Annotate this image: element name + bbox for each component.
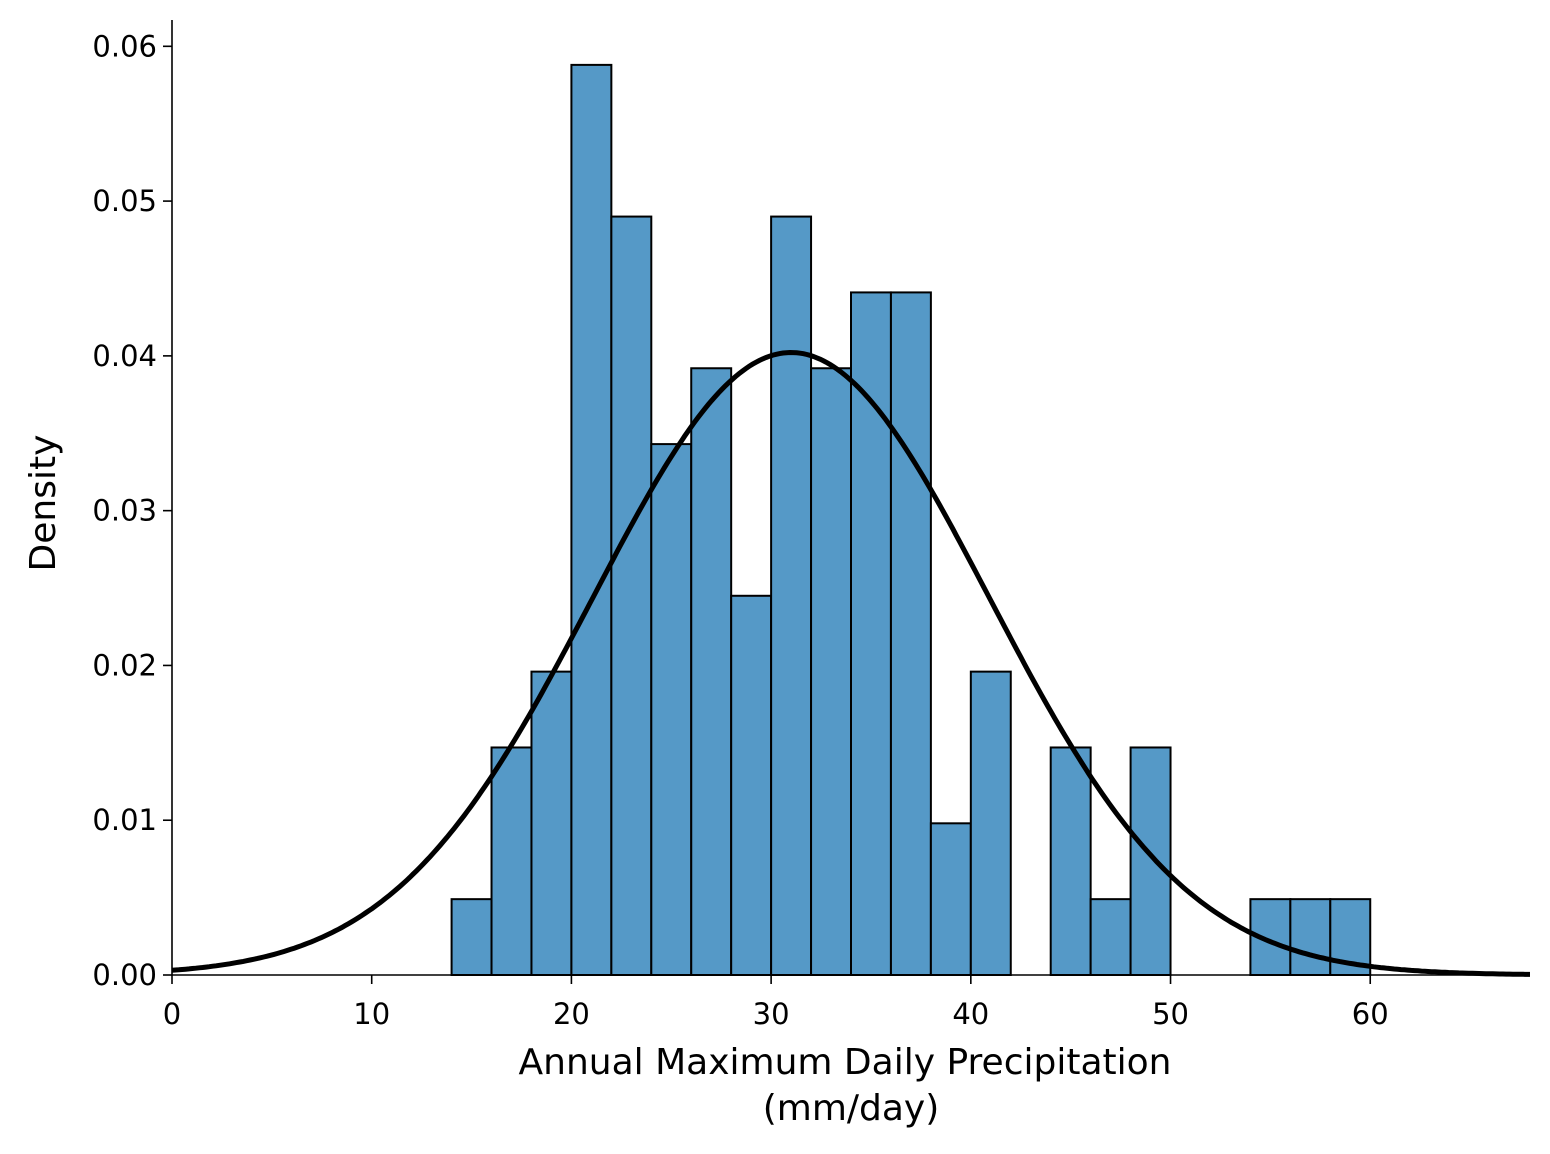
histogram-bar [850,291,892,976]
x-tick-label: 10 [353,997,390,1031]
y-axis-label: Density [23,435,64,572]
y-tick-label: 0.06 [92,29,157,63]
histogram-bar [1049,746,1092,976]
x-tick-label: 60 [1352,997,1389,1031]
histogram-bar [570,63,613,977]
x-axis-label-line2: (mm/day) [763,1088,940,1129]
histogram-bar [530,670,573,976]
histogram-bar [1129,746,1172,976]
histogram-bar [610,215,653,976]
y-tick-label: 0.00 [92,958,157,992]
histogram-bars [450,63,1372,977]
y-tick-label: 0.01 [92,803,157,837]
x-tick-label: 30 [753,997,790,1031]
x-tick-label: 20 [553,997,590,1031]
x-axis-label-line1: Annual Maximum Daily Precipitation [519,1042,1172,1083]
x-ticks: 0 10 20 30 40 50 60 [163,975,1389,1031]
x-tick-label: 50 [1152,997,1189,1031]
histogram-bar [929,822,972,977]
histogram-bar [1289,898,1332,977]
histogram-bar [889,291,932,976]
y-ticks: 0.00 0.01 0.02 0.03 0.04 0.05 0.06 [92,29,172,992]
normal-fit-curve [171,349,1530,977]
histogram-bar [810,367,853,976]
y-tick-label: 0.04 [92,339,157,373]
y-tick-label: 0.02 [92,648,157,682]
histogram-bar [490,746,533,976]
histogram-bar [770,215,813,976]
histogram-bar [1089,898,1132,977]
histogram-bar [730,594,773,976]
y-tick-label: 0.03 [92,494,157,528]
histogram-bar [450,898,493,977]
x-tick-label: 40 [952,997,989,1031]
histogram-bar [690,367,733,976]
x-tick-label: 0 [163,997,181,1031]
y-tick-label: 0.05 [92,184,157,218]
histogram-bar [650,443,693,977]
histogram-bar [969,670,1012,976]
